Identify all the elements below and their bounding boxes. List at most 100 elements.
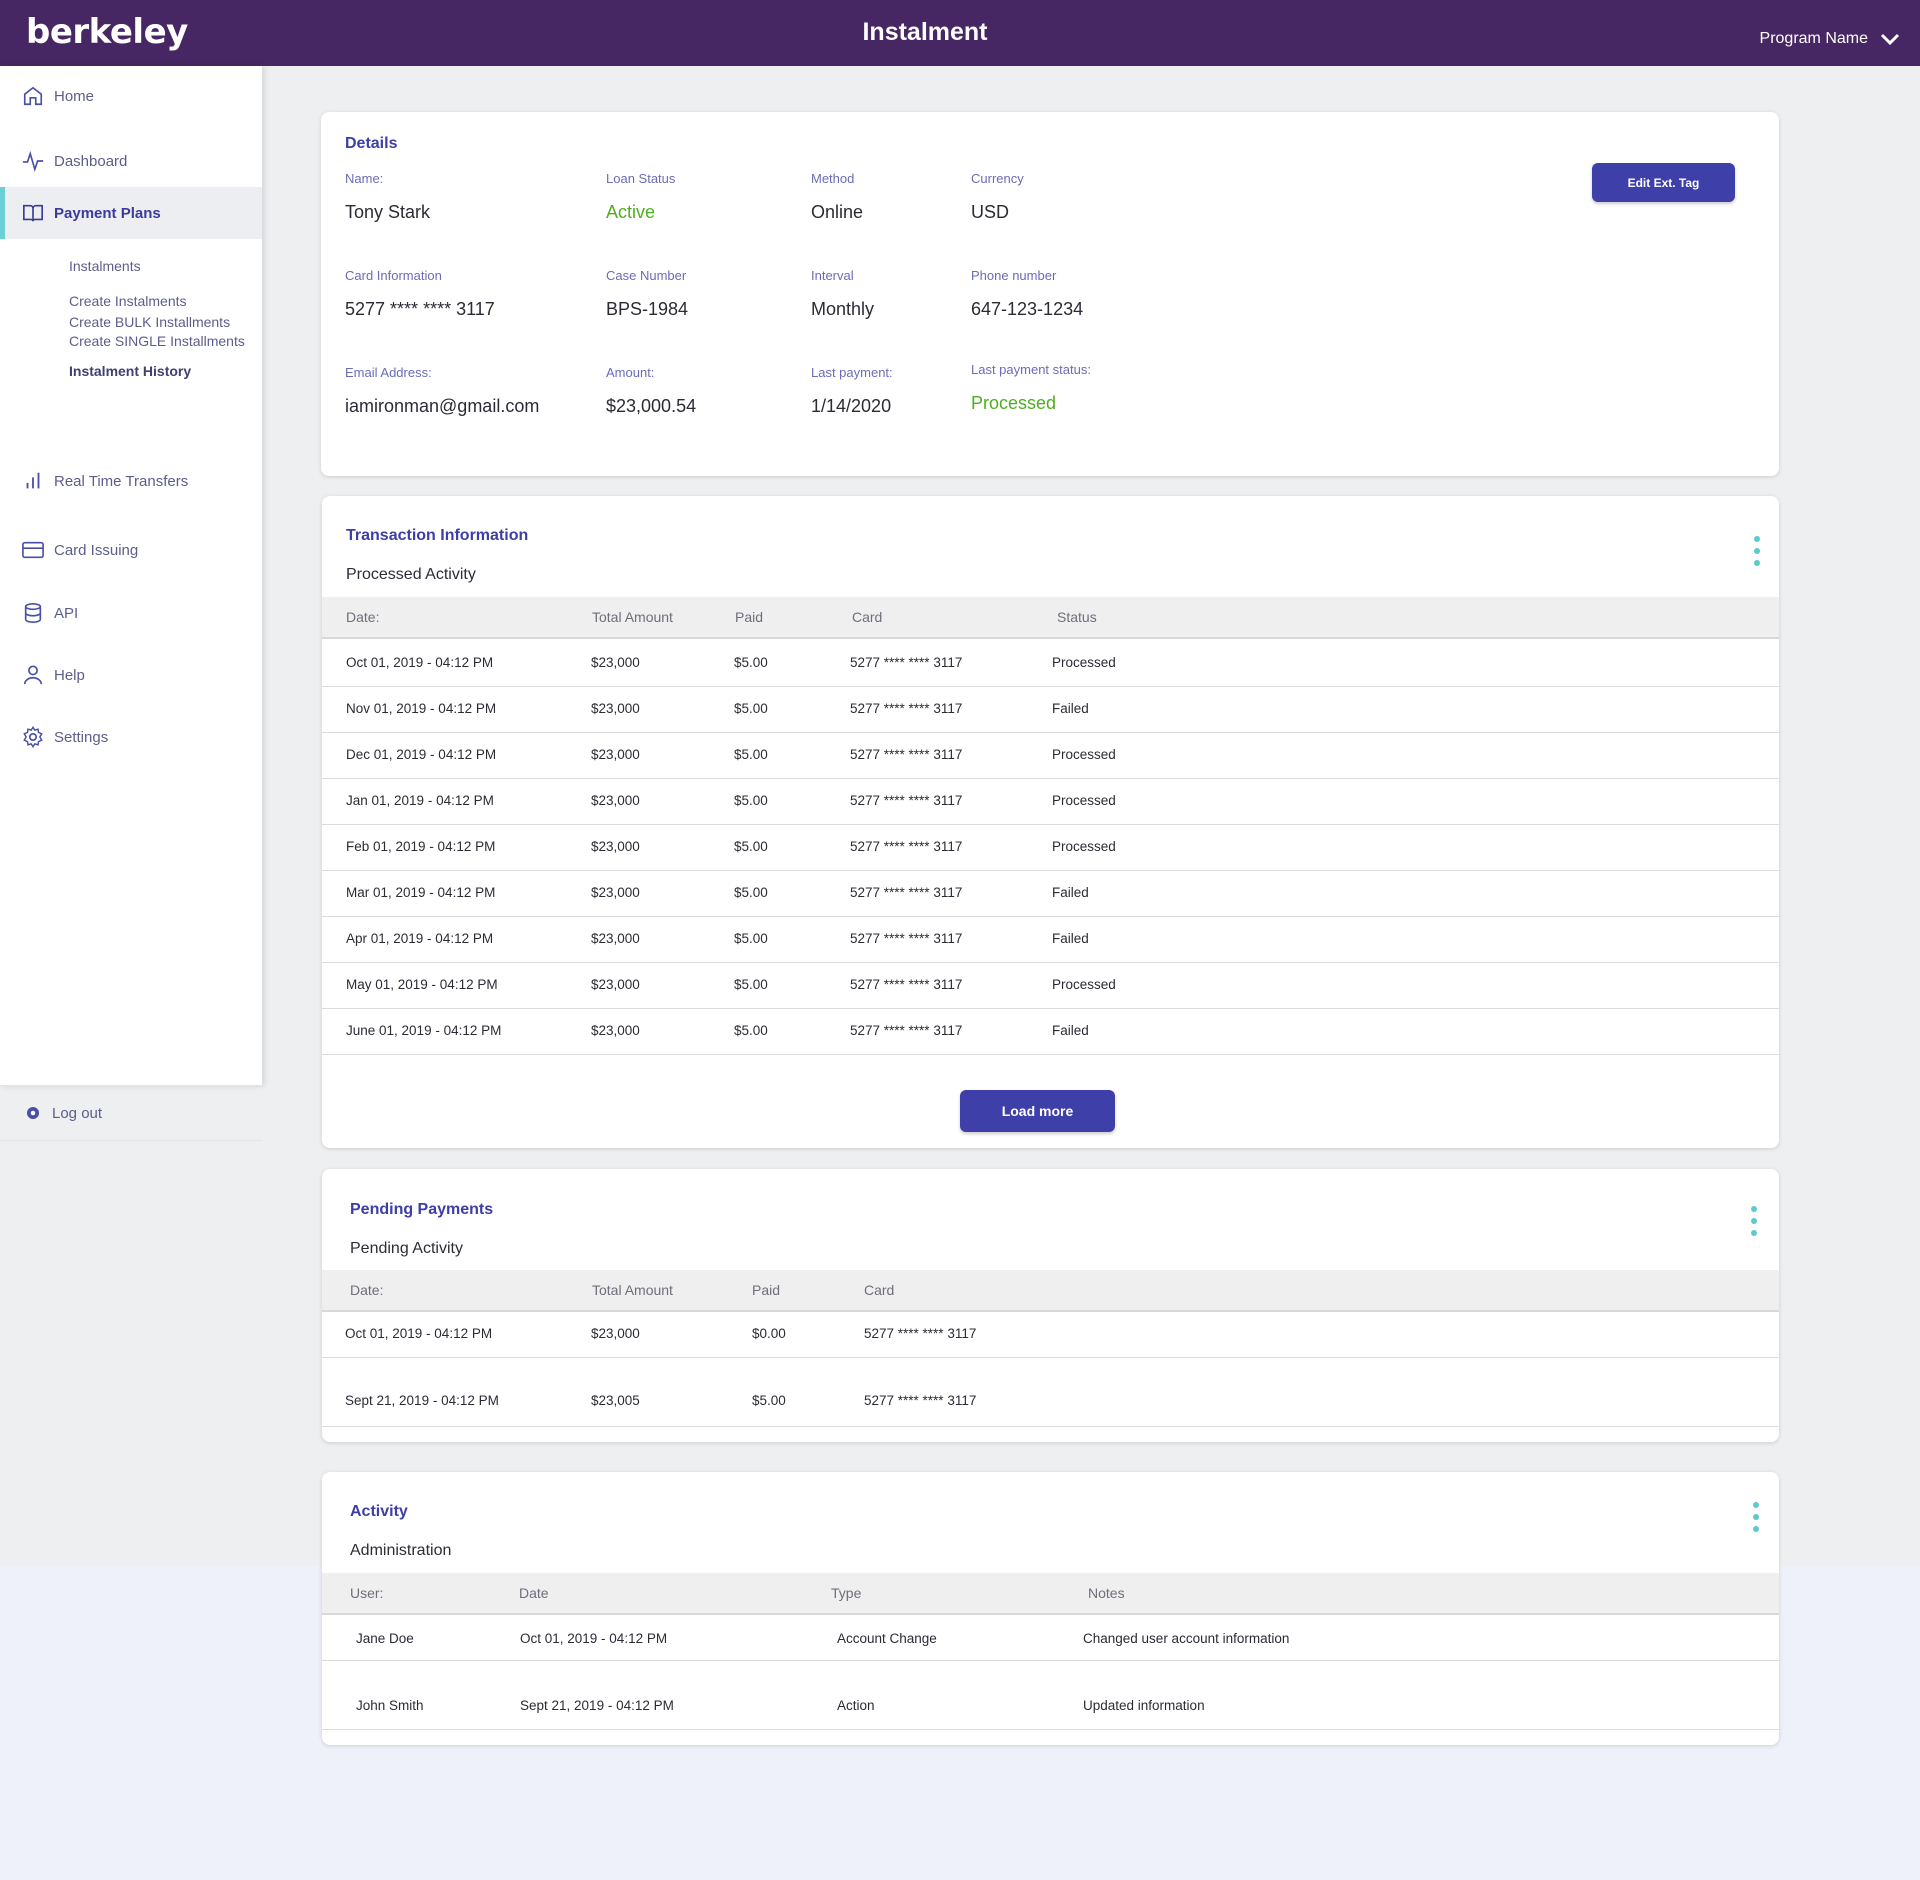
home-icon — [23, 86, 43, 106]
credit-card-icon — [22, 541, 44, 559]
details-title: Details — [345, 135, 398, 152]
berkeley-logo[interactable]: berkeley — [26, 12, 188, 52]
cell-total: $23,000 — [591, 793, 640, 808]
sub-item-instalments[interactable]: Instalments — [69, 258, 141, 274]
sidebar-item-label: API — [54, 604, 79, 622]
column-header: Type — [831, 1585, 862, 1601]
cell-total: $23,000 — [591, 747, 640, 762]
cell-status: Failed — [1052, 931, 1089, 946]
cell-date: Sept 21, 2019 - 04:12 PM — [520, 1698, 674, 1713]
loan-status-value: Active — [606, 202, 656, 222]
table-row[interactable]: John Smith Sept 21, 2019 - 04:12 PM Acti… — [322, 1662, 1779, 1730]
sidebar-item-settings[interactable]: Settings — [0, 717, 262, 757]
more-options-icon[interactable] — [1752, 1502, 1760, 1532]
sub-item-create-bulk[interactable]: Create BULK Installments — [69, 314, 231, 330]
cell-type: Action — [837, 1698, 875, 1713]
cell-date: Oct 01, 2019 - 04:12 PM — [346, 655, 494, 670]
table-row[interactable]: Jan 01, 2019 - 04:12 PM $23,000 $5.00 5277 … — [322, 779, 1779, 825]
sidebar-item-label: Help — [54, 666, 85, 684]
cell-card: 5277 **** **** 3117 — [850, 885, 963, 900]
field-label: Loan Status — [606, 171, 676, 186]
cell-paid: $5.00 — [734, 977, 768, 992]
sidebar-item-home[interactable]: Home — [0, 76, 262, 116]
sub-item-create-instalments[interactable]: Create Instalments — [69, 293, 187, 309]
table-row[interactable]: June 01, 2019 - 04:12 PM $23,000 $5.00 5277… — [322, 1009, 1779, 1055]
activity-title: Activity — [350, 1503, 408, 1520]
table-row[interactable]: Mar 01, 2019 - 04:12 PM $23,000 $5.00 5277 … — [322, 871, 1779, 917]
sidebar-item-label: Dashboard — [54, 152, 128, 170]
table-row[interactable]: Apr 01, 2019 - 04:12 PM $23,000 $5.00 5277 … — [322, 917, 1779, 963]
logout-label: Log out — [52, 1104, 103, 1122]
sidebar-item-card-issuing[interactable]: Card Issuing — [0, 530, 262, 570]
column-header: Total Amount — [592, 1282, 673, 1298]
field-value: BPS-1984 — [606, 299, 689, 319]
table-row[interactable]: Dec 01, 2019 - 04:12 PM $23,000 $5.00 5277 … — [322, 733, 1779, 779]
cell-card: 5277 **** **** 3117 — [864, 1326, 977, 1341]
table-row[interactable]: Jane Doe Oct 01, 2019 - 04:12 PM Account… — [322, 1617, 1779, 1661]
field-value: Online — [811, 202, 864, 222]
cell-paid: $5.00 — [734, 931, 768, 946]
cell-card: 5277 **** **** 3117 — [850, 701, 963, 716]
table-row[interactable]: Oct 01, 2019 - 04:12 PM $23,000 $5.00 5277 … — [322, 641, 1779, 687]
sidebar-item-real-time-transfers[interactable]: Real Time Transfers — [0, 461, 262, 501]
field-value: iamironman@gmail.com — [345, 396, 540, 416]
cell-total: $23,005 — [591, 1393, 640, 1408]
program-selector[interactable]: Program Name — [1760, 30, 1900, 48]
field-label: Phone number — [971, 268, 1057, 283]
field-label: Method — [811, 171, 855, 186]
column-header: Card — [852, 609, 883, 625]
table-row[interactable]: Sept 21, 2019 - 04:12 PM $23,005 $5.00 5… — [322, 1359, 1779, 1427]
more-options-icon[interactable] — [1750, 1206, 1758, 1236]
field-value: 1/14/2020 — [811, 396, 892, 416]
activity-icon — [22, 150, 44, 172]
cell-date: Oct 01, 2019 - 04:12 PM — [345, 1326, 493, 1341]
field-label: Card Information — [345, 268, 442, 283]
field-label: Last payment status: — [971, 362, 1091, 377]
table-header: User: Date Type Notes — [322, 1573, 1779, 1615]
field-value: 647-123-1234 — [971, 299, 1084, 319]
cell-paid: $5.00 — [734, 793, 768, 808]
field-label: Amount: — [606, 365, 655, 380]
sidebar: Home Dashboard Payment Plans Instalments… — [0, 66, 262, 1141]
load-more-button[interactable]: Load more — [960, 1090, 1115, 1132]
page-title: Instalment — [862, 18, 988, 46]
last-payment-status-value: Processed — [971, 393, 1057, 413]
user-icon — [23, 665, 43, 685]
column-header: Date: — [346, 609, 380, 625]
table-row[interactable]: Feb 01, 2019 - 04:12 PM $23,000 $5.00 5277 … — [322, 825, 1779, 871]
sidebar-item-label: Settings — [54, 728, 109, 746]
field-label: Name: — [345, 171, 384, 186]
field-value: Monthly — [811, 299, 875, 319]
activity-card: Activity Administration User: Date Type … — [322, 1472, 1779, 1745]
sidebar-item-api[interactable]: API — [0, 593, 262, 633]
table-row[interactable]: Nov 01, 2019 - 04:12 PM $23,000 $5.00 5277 … — [322, 687, 1779, 733]
table-row[interactable]: May 01, 2019 - 04:12 PM $23,000 $5.00 5277 … — [322, 963, 1779, 1009]
cell-user: Jane Doe — [356, 1631, 414, 1646]
cell-card: 5277 **** **** 3117 — [850, 793, 963, 808]
edit-ext-tag-button[interactable]: Edit Ext. Tag — [1592, 163, 1735, 202]
table-row[interactable]: Oct 01, 2019 - 04:12 PM $23,000 $0.00 52… — [322, 1314, 1779, 1358]
chevron-down-icon — [1880, 33, 1900, 46]
sub-item-instalment-history[interactable]: Instalment History — [69, 363, 192, 379]
field-value: USD — [971, 202, 1010, 222]
cell-date: Apr 01, 2019 - 04:12 PM — [346, 931, 494, 946]
sidebar-item-help[interactable]: Help — [0, 655, 262, 695]
sub-item-create-single[interactable]: Create SINGLE Installments — [69, 333, 245, 349]
cell-status: Failed — [1052, 1023, 1089, 1038]
cell-date: Dec 01, 2019 - 04:12 PM — [346, 747, 497, 762]
column-header: Card — [864, 1282, 895, 1298]
more-options-icon[interactable] — [1753, 536, 1761, 566]
column-header: User: — [350, 1585, 384, 1601]
cell-paid: $5.00 — [734, 1023, 768, 1038]
field-value: $23,000.54 — [606, 396, 697, 416]
column-header: Status — [1057, 609, 1097, 625]
logout-button[interactable]: Log out — [0, 1085, 262, 1141]
cell-date: Nov 01, 2019 - 04:12 PM — [346, 701, 497, 716]
sidebar-item-dashboard[interactable]: Dashboard — [0, 141, 262, 181]
database-icon — [24, 603, 42, 623]
sidebar-item-payment-plans[interactable]: Payment Plans — [0, 187, 262, 239]
cell-date: Jan 01, 2019 - 04:12 PM — [346, 793, 494, 808]
cell-user: John Smith — [356, 1698, 424, 1713]
cell-date: Sept 21, 2019 - 04:12 PM — [345, 1393, 499, 1408]
top-bar: berkeley Instalment Program Name — [0, 0, 1920, 66]
